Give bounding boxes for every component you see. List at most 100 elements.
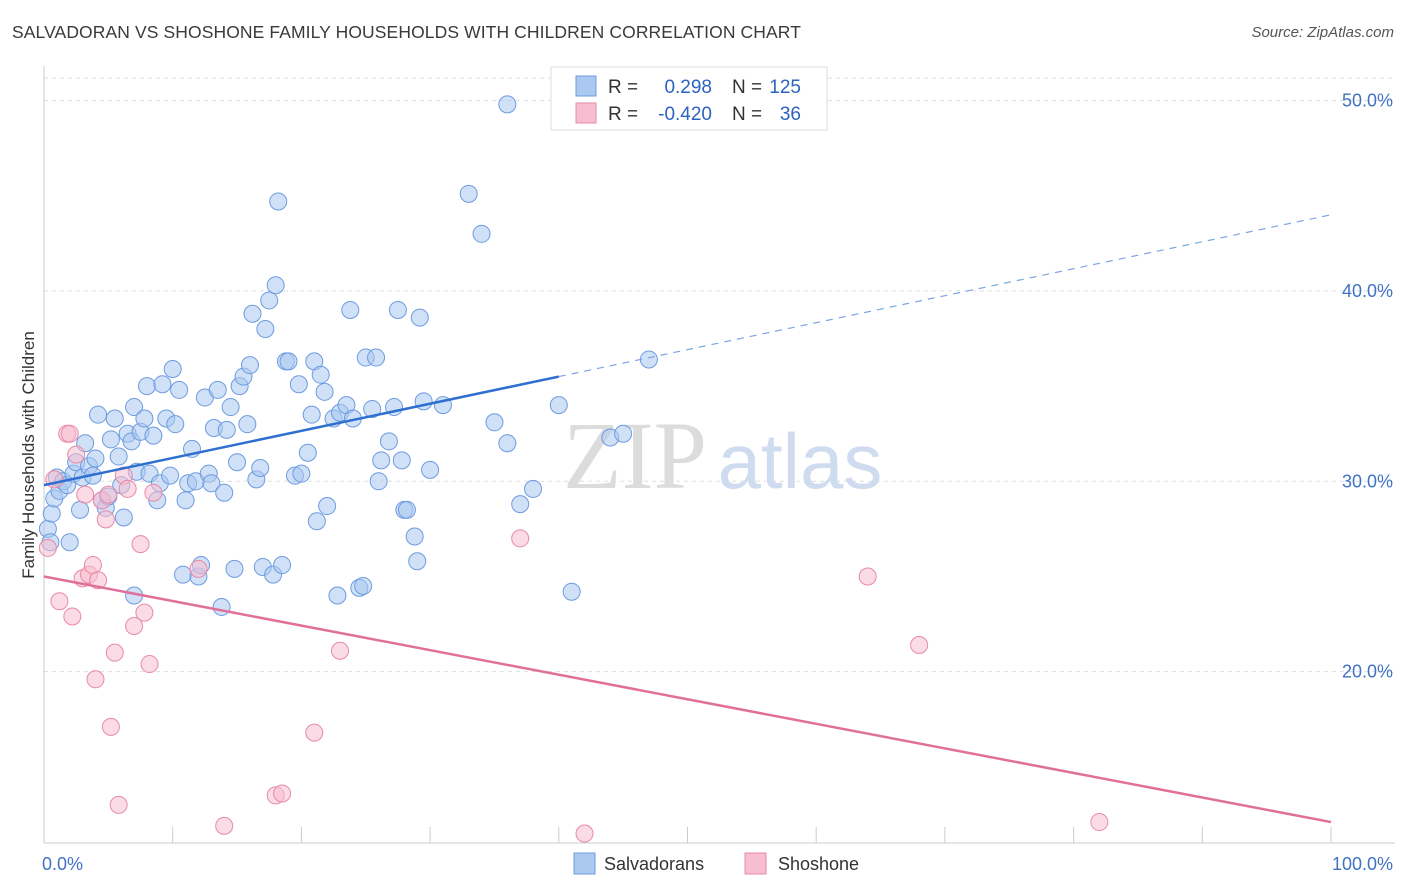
source-credit: Source: ZipAtlas.com (1251, 24, 1394, 41)
scatter-point (1090, 813, 1109, 832)
scatter-point (408, 552, 427, 571)
scatter-point (38, 538, 57, 557)
x-tick-label-max: 100.0% (1332, 854, 1393, 874)
scatter-point (315, 382, 334, 401)
scatter-point (279, 352, 298, 371)
scatter-point (131, 535, 150, 554)
scatter-point (307, 512, 326, 531)
scatter-point (42, 504, 61, 523)
axes: 20.0% 30.0% 40.0% 50.0% 0.0% 100.0% (42, 66, 1395, 874)
scatter-point (562, 582, 581, 601)
y-tick-label: 40.0% (1342, 281, 1393, 301)
scatter-point (208, 380, 227, 399)
scatter-point (302, 405, 321, 424)
legend-r-label: R = (608, 104, 638, 125)
scatter-point (86, 449, 105, 468)
scatter-point (328, 586, 347, 605)
scatter-point (410, 308, 429, 327)
trend-line-salvadorans-extension (558, 214, 1332, 378)
scatter-point (137, 377, 156, 396)
scatter-point (217, 420, 236, 439)
bottom-legend: Salvadorans Shoshone (573, 852, 859, 875)
scatter-point (221, 398, 240, 417)
scatter-point (60, 424, 79, 443)
scatter-point (392, 451, 411, 470)
watermark: ZIP atlas (563, 402, 882, 509)
scatter-point (369, 472, 388, 491)
scatter-point (614, 424, 633, 443)
y-tick-label: 50.0% (1342, 91, 1393, 111)
scatter-point (144, 483, 163, 502)
scatter-point (189, 559, 208, 578)
scatter-point (549, 396, 568, 415)
scatter-point (63, 607, 82, 626)
scatter-point (472, 224, 491, 243)
scatter-point (109, 447, 128, 466)
legend-swatch (575, 102, 597, 124)
scatter-point (397, 500, 416, 519)
scatter-point (318, 497, 337, 516)
scatter-point (256, 320, 275, 338)
scatter-point (498, 95, 517, 114)
legend-n-value: 125 (769, 77, 801, 98)
scatter-point (125, 398, 144, 417)
scatter-point (140, 655, 159, 674)
bottom-legend-swatch (744, 852, 767, 875)
scatter-point (96, 510, 115, 529)
scatter-point (341, 300, 360, 319)
chart-title: SALVADORAN VS SHOSHONE FAMILY HOUSEHOLDS… (12, 22, 801, 42)
scatter-point (238, 415, 257, 434)
scatter-point (166, 415, 185, 434)
scatter-point (485, 413, 504, 432)
legend-n-value: 36 (780, 104, 801, 125)
scatter-point (858, 567, 877, 586)
scatter-point (173, 565, 192, 584)
scatter-point (50, 592, 69, 611)
scatter-point (212, 597, 231, 616)
scatter-point (289, 375, 308, 394)
scatter-point (639, 350, 658, 369)
y-tick-label: 30.0% (1342, 471, 1393, 491)
scatter-point (170, 380, 189, 399)
scatter-point (114, 508, 133, 527)
scatter-point (86, 670, 105, 689)
scatter-point (331, 641, 350, 660)
scatter-point (135, 409, 154, 428)
scatter-point (372, 451, 391, 470)
trend-line-shoshone (43, 575, 1332, 824)
scatter-point (163, 359, 182, 378)
legend-n-label: N = (732, 104, 762, 125)
scatter-point (511, 495, 530, 514)
legend-r-value: 0.298 (664, 77, 712, 98)
bottom-legend-label: Salvadorans (604, 854, 704, 874)
scatter-point (176, 491, 195, 510)
bottom-legend-swatch (573, 852, 596, 875)
scatter-point (202, 474, 221, 493)
scatter-point (498, 434, 517, 453)
legend-box: R = 0.298 N = 125 R = -0.420 N = 36 (550, 66, 828, 131)
scatter-point (273, 556, 292, 575)
scatter-point (71, 500, 90, 519)
bottom-legend-label: Shoshone (778, 854, 859, 874)
scatter-point (105, 409, 124, 428)
scatter-point (363, 399, 382, 418)
scatter-point (118, 479, 137, 498)
scatter-point (292, 464, 311, 483)
scatter-point (421, 460, 440, 479)
scatter-point (99, 485, 118, 504)
scatter-point (524, 479, 543, 498)
scatter-point (269, 192, 288, 211)
scatter-point (105, 643, 124, 662)
scatter-point (135, 603, 154, 622)
scatter-point (240, 356, 259, 375)
scatter-point (243, 304, 262, 323)
scatter-point (215, 816, 234, 835)
scatter-point (251, 458, 270, 477)
scatter-point (153, 375, 172, 394)
scatter-point (101, 430, 120, 449)
scatter-point (311, 365, 330, 384)
scatter-point (575, 824, 594, 843)
scatter-point (83, 556, 102, 575)
scatter-point (379, 432, 398, 451)
